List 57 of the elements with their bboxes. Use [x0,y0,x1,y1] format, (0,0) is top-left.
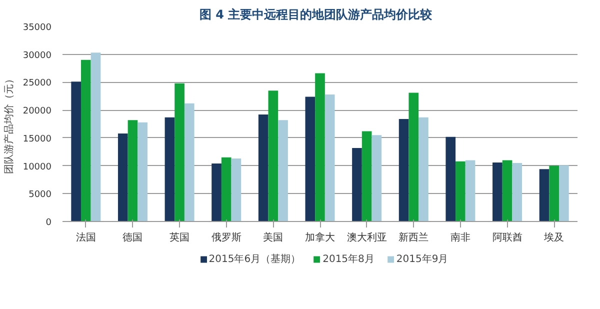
legend-label: 2015年6月（基期） [208,252,301,266]
y-tick-label: 5000 [28,190,52,200]
bar [502,160,512,222]
x-tick-label: 俄罗斯 [211,232,242,244]
y-tick-label: 25000 [22,78,52,89]
legend-label: 2015年8月 [322,253,374,266]
x-tick-label: 阿联酋 [492,232,522,244]
bar [539,169,550,222]
bar [174,83,184,222]
x-tick-label: 南非 [450,232,470,244]
bar [456,161,466,222]
x-tick-label: 德国 [122,232,143,244]
bar [465,160,476,222]
y-tick-label: 20000 [22,106,52,117]
bar [398,118,409,222]
bar [164,117,175,222]
bar [362,131,372,222]
bar [258,114,268,222]
bar [305,96,316,222]
x-tick-label: 埃及 [543,232,564,244]
x-tick-label: 美国 [263,232,284,244]
bar [184,103,194,222]
x-tick-label: 澳大利亚 [346,232,387,244]
bar [512,163,522,222]
bar [418,117,428,222]
bar [408,92,419,222]
x-tick-label: 英国 [170,232,190,244]
bar [268,90,278,222]
bar [324,94,335,222]
y-tick-label: 0 [46,218,52,228]
bar [118,133,128,222]
y-axis-title: 团队游产品均价（元） [2,74,15,174]
bar [446,136,456,222]
bar [559,165,569,222]
y-tick-label: 15000 [22,134,52,144]
bar [372,135,382,222]
bar [315,73,325,222]
x-tick-label: 加拿大 [305,232,335,244]
legend-label: 2015年9月 [396,253,448,266]
bar [71,82,81,222]
bar [128,120,138,222]
bar [138,122,148,222]
bar [212,164,222,222]
bar [492,162,502,222]
bar [90,52,101,222]
bar [80,60,91,222]
y-tick-label: 30000 [22,50,52,61]
bar [221,157,232,222]
chart-title: 图 4 主要中远程目的地团队游产品均价比较 [199,8,434,22]
x-tick-label: 新西兰 [398,232,429,244]
bar [549,166,560,222]
y-tick-label: 10000 [22,162,52,172]
x-tick-label: 法国 [76,232,96,244]
bar [231,158,242,222]
bar [352,148,362,222]
bar [278,120,288,222]
y-tick-label: 35000 [22,23,52,33]
